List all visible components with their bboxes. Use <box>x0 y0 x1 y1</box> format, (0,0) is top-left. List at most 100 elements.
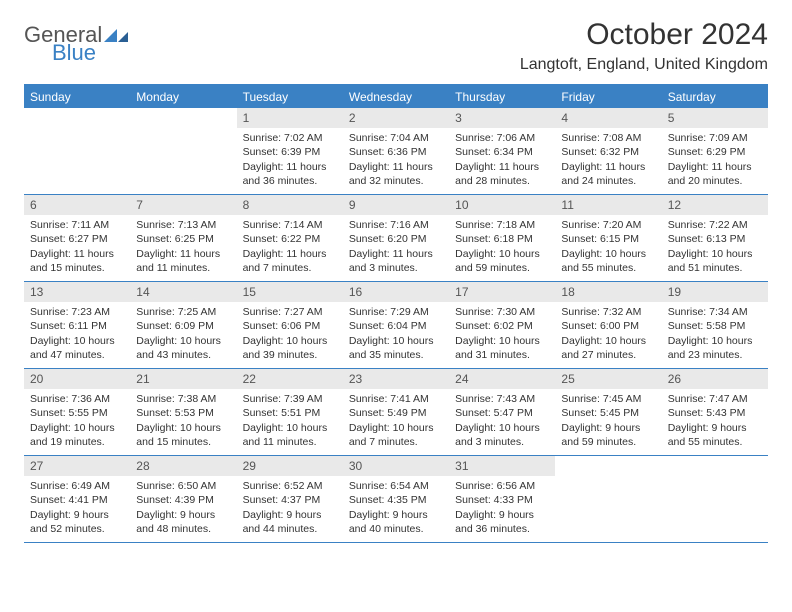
day-body: Sunrise: 7:06 AMSunset: 6:34 PMDaylight:… <box>449 128 555 192</box>
sunset-text: Sunset: 4:39 PM <box>136 493 230 507</box>
day-body: Sunrise: 6:54 AMSunset: 4:35 PMDaylight:… <box>343 476 449 540</box>
day-number: 26 <box>662 369 768 389</box>
sunrise-text: Sunrise: 7:22 AM <box>668 218 762 232</box>
daylight-text: Daylight: 10 hours and 11 minutes. <box>243 421 337 449</box>
day-cell: 16Sunrise: 7:29 AMSunset: 6:04 PMDayligh… <box>343 282 449 368</box>
day-number: 6 <box>24 195 130 215</box>
day-body: Sunrise: 7:34 AMSunset: 5:58 PMDaylight:… <box>662 302 768 366</box>
day-cell: 12Sunrise: 7:22 AMSunset: 6:13 PMDayligh… <box>662 195 768 281</box>
day-body: Sunrise: 7:41 AMSunset: 5:49 PMDaylight:… <box>343 389 449 453</box>
sunset-text: Sunset: 6:09 PM <box>136 319 230 333</box>
day-number: 17 <box>449 282 555 302</box>
title-block: October 2024 Langtoft, England, United K… <box>520 18 768 74</box>
sunrise-text: Sunrise: 6:50 AM <box>136 479 230 493</box>
day-number: 29 <box>237 456 343 476</box>
sunset-text: Sunset: 6:20 PM <box>349 232 443 246</box>
daylight-text: Daylight: 11 hours and 7 minutes. <box>243 247 337 275</box>
day-body: Sunrise: 6:49 AMSunset: 4:41 PMDaylight:… <box>24 476 130 540</box>
sunrise-text: Sunrise: 7:32 AM <box>561 305 655 319</box>
sunrise-text: Sunrise: 7:20 AM <box>561 218 655 232</box>
day-number: 22 <box>237 369 343 389</box>
page-title: October 2024 <box>520 18 768 52</box>
day-number: 19 <box>662 282 768 302</box>
daylight-text: Daylight: 10 hours and 27 minutes. <box>561 334 655 362</box>
day-cell: 10Sunrise: 7:18 AMSunset: 6:18 PMDayligh… <box>449 195 555 281</box>
sunset-text: Sunset: 6:39 PM <box>243 145 337 159</box>
day-cell: 5Sunrise: 7:09 AMSunset: 6:29 PMDaylight… <box>662 108 768 194</box>
day-number: 24 <box>449 369 555 389</box>
sunset-text: Sunset: 6:11 PM <box>30 319 124 333</box>
location-text: Langtoft, England, United Kingdom <box>520 56 768 74</box>
day-cell: 30Sunrise: 6:54 AMSunset: 4:35 PMDayligh… <box>343 456 449 542</box>
day-body: Sunrise: 7:22 AMSunset: 6:13 PMDaylight:… <box>662 215 768 279</box>
daylight-text: Daylight: 9 hours and 52 minutes. <box>30 508 124 536</box>
day-body: Sunrise: 7:09 AMSunset: 6:29 PMDaylight:… <box>662 128 768 192</box>
daylight-text: Daylight: 10 hours and 15 minutes. <box>136 421 230 449</box>
day-cell: 4Sunrise: 7:08 AMSunset: 6:32 PMDaylight… <box>555 108 661 194</box>
week-row: 20Sunrise: 7:36 AMSunset: 5:55 PMDayligh… <box>24 369 768 456</box>
day-cell: 7Sunrise: 7:13 AMSunset: 6:25 PMDaylight… <box>130 195 236 281</box>
sunset-text: Sunset: 5:47 PM <box>455 406 549 420</box>
weekday-header: Sunday <box>24 86 130 108</box>
sunset-text: Sunset: 5:55 PM <box>30 406 124 420</box>
day-number: 8 <box>237 195 343 215</box>
day-cell: 29Sunrise: 6:52 AMSunset: 4:37 PMDayligh… <box>237 456 343 542</box>
day-number: 18 <box>555 282 661 302</box>
sunset-text: Sunset: 5:45 PM <box>561 406 655 420</box>
sunset-text: Sunset: 6:00 PM <box>561 319 655 333</box>
day-number: 2 <box>343 108 449 128</box>
sunrise-text: Sunrise: 7:11 AM <box>30 218 124 232</box>
daylight-text: Daylight: 10 hours and 43 minutes. <box>136 334 230 362</box>
daylight-text: Daylight: 10 hours and 51 minutes. <box>668 247 762 275</box>
weekday-header: Tuesday <box>237 86 343 108</box>
sunrise-text: Sunrise: 7:04 AM <box>349 131 443 145</box>
daylight-text: Daylight: 10 hours and 3 minutes. <box>455 421 549 449</box>
sunrise-text: Sunrise: 7:25 AM <box>136 305 230 319</box>
weekday-header: Wednesday <box>343 86 449 108</box>
sunrise-text: Sunrise: 7:36 AM <box>30 392 124 406</box>
daylight-text: Daylight: 9 hours and 55 minutes. <box>668 421 762 449</box>
sunrise-text: Sunrise: 7:39 AM <box>243 392 337 406</box>
day-cell: 6Sunrise: 7:11 AMSunset: 6:27 PMDaylight… <box>24 195 130 281</box>
sunrise-text: Sunrise: 7:14 AM <box>243 218 337 232</box>
day-number: 11 <box>555 195 661 215</box>
day-cell: 24Sunrise: 7:43 AMSunset: 5:47 PMDayligh… <box>449 369 555 455</box>
day-number: 12 <box>662 195 768 215</box>
sunrise-text: Sunrise: 7:47 AM <box>668 392 762 406</box>
daylight-text: Daylight: 11 hours and 11 minutes. <box>136 247 230 275</box>
daylight-text: Daylight: 10 hours and 47 minutes. <box>30 334 124 362</box>
weekday-header-row: Sunday Monday Tuesday Wednesday Thursday… <box>24 86 768 108</box>
sunset-text: Sunset: 6:15 PM <box>561 232 655 246</box>
daylight-text: Daylight: 11 hours and 15 minutes. <box>30 247 124 275</box>
day-number: 21 <box>130 369 236 389</box>
sunset-text: Sunset: 6:34 PM <box>455 145 549 159</box>
daylight-text: Daylight: 10 hours and 31 minutes. <box>455 334 549 362</box>
daylight-text: Daylight: 9 hours and 36 minutes. <box>455 508 549 536</box>
day-cell: 15Sunrise: 7:27 AMSunset: 6:06 PMDayligh… <box>237 282 343 368</box>
daylight-text: Daylight: 9 hours and 59 minutes. <box>561 421 655 449</box>
day-body: Sunrise: 7:38 AMSunset: 5:53 PMDaylight:… <box>130 389 236 453</box>
day-number: 10 <box>449 195 555 215</box>
day-cell <box>24 108 130 194</box>
sunrise-text: Sunrise: 7:09 AM <box>668 131 762 145</box>
day-number: 14 <box>130 282 236 302</box>
day-number: 15 <box>237 282 343 302</box>
sunset-text: Sunset: 6:02 PM <box>455 319 549 333</box>
sunrise-text: Sunrise: 7:13 AM <box>136 218 230 232</box>
sunrise-text: Sunrise: 7:34 AM <box>668 305 762 319</box>
day-number: 9 <box>343 195 449 215</box>
day-body: Sunrise: 7:02 AMSunset: 6:39 PMDaylight:… <box>237 128 343 192</box>
day-body: Sunrise: 7:16 AMSunset: 6:20 PMDaylight:… <box>343 215 449 279</box>
day-number: 4 <box>555 108 661 128</box>
sunrise-text: Sunrise: 7:08 AM <box>561 131 655 145</box>
sunrise-text: Sunrise: 6:49 AM <box>30 479 124 493</box>
sunset-text: Sunset: 5:53 PM <box>136 406 230 420</box>
sunrise-text: Sunrise: 7:29 AM <box>349 305 443 319</box>
day-number: 28 <box>130 456 236 476</box>
day-body: Sunrise: 7:32 AMSunset: 6:00 PMDaylight:… <box>555 302 661 366</box>
sunrise-text: Sunrise: 6:56 AM <box>455 479 549 493</box>
day-cell <box>662 456 768 542</box>
week-row: 1Sunrise: 7:02 AMSunset: 6:39 PMDaylight… <box>24 108 768 195</box>
day-body: Sunrise: 7:20 AMSunset: 6:15 PMDaylight:… <box>555 215 661 279</box>
daylight-text: Daylight: 11 hours and 32 minutes. <box>349 160 443 188</box>
